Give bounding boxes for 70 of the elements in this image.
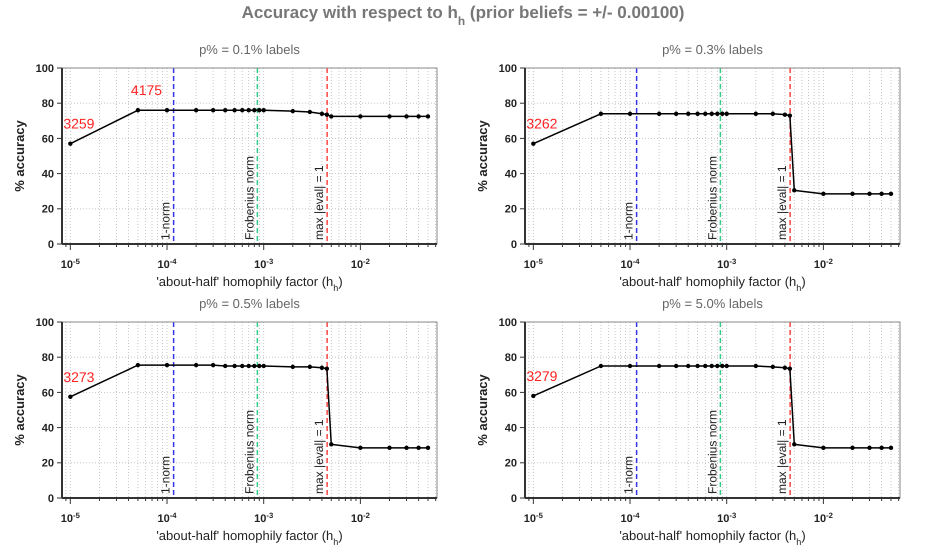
chart-subtitle: p% = 0.5% labels: [199, 296, 300, 311]
y-tick-label: 80: [504, 98, 517, 110]
y-axis-title: % accuracy: [12, 119, 27, 192]
ref-line-label: 1-norm: [158, 456, 173, 494]
x-tick-label: 10$^{-3}$: [717, 256, 736, 271]
ref-line-label: Frobenius norm: [242, 410, 256, 494]
y-tick-label: 60: [42, 387, 54, 400]
x-tick-label: 10$^{-2}$: [350, 256, 370, 271]
annotation: 3259: [63, 116, 95, 132]
ref-line-label: 1-norm: [622, 456, 636, 494]
y-tick-label: 100: [498, 316, 517, 329]
y-tick-label: 40: [504, 422, 517, 434]
y-tick-label: 40: [42, 422, 54, 434]
y-tick-label: 20: [42, 458, 54, 470]
ref-line-label: Frobenius norm: [705, 410, 720, 494]
ref-line-label: Frobenius norm: [242, 156, 256, 240]
x-axis-title: 'about-half' homophily factor (h$_{h}$): [619, 274, 806, 293]
ref-line-label: 1-norm: [622, 202, 636, 240]
x-tick-label: 10$^{-4}$: [157, 256, 178, 271]
x-tick-label: 10$^{-5}$: [524, 256, 544, 271]
annotation: 3279: [526, 368, 558, 384]
y-axis-title: % accuracy: [475, 119, 490, 192]
y-tick-label: 0: [510, 238, 517, 251]
chart-subtitle: p% = 0.3% labels: [662, 42, 764, 57]
x-tick-label: 10$^{-4}$: [620, 256, 640, 271]
x-tick-label: 10$^{-3}$: [717, 510, 736, 525]
x-axis-title: 'about-half' homophily factor (h$_{h}$): [156, 274, 343, 293]
annotation: 3273: [63, 368, 95, 385]
x-axis-title: 'about-half' homophily factor (h$_{h}$): [619, 528, 806, 547]
x-tick-label: 10$^{-3}$: [254, 256, 274, 271]
ref-line-label: Frobenius norm: [705, 156, 720, 240]
y-tick-label: 40: [42, 168, 54, 180]
x-tick-label: 10$^{-2}$: [814, 510, 833, 525]
y-tick-label: 20: [42, 204, 54, 216]
annotation: max |eval| = 1: [775, 165, 790, 240]
x-tick-label: 10$^{-5}$: [60, 256, 81, 271]
y-tick-label: 20: [504, 458, 517, 470]
annotation: max |eval| = 1: [775, 419, 790, 494]
y-tick-label: 100: [498, 62, 517, 75]
y-tick-label: 60: [504, 133, 517, 146]
annotation: 4175: [130, 82, 162, 98]
x-tick-label: 10$^{-5}$: [60, 510, 81, 525]
y-tick-label: 20: [504, 204, 517, 216]
y-tick-label: 100: [36, 62, 54, 75]
x-axis-title: 'about-half' homophily factor (h$_{h}$): [156, 528, 343, 547]
x-tick-label: 10$^{-4}$: [157, 510, 178, 525]
annotation: 3262: [526, 116, 558, 132]
y-tick-label: 60: [42, 133, 54, 146]
chart-title: Accuracy with respect to h$_{h}$ (prior beliefs = +/- 0.00100): [242, 3, 684, 28]
y-tick-label: 80: [504, 352, 517, 364]
x-tick-label: 10$^{-2}$: [814, 256, 833, 271]
x-tick-label: 10$^{-4}$: [620, 510, 640, 525]
y-tick-label: 40: [504, 168, 517, 180]
annotation: max |eval| = 1: [312, 419, 326, 494]
x-tick-label: 10$^{-2}$: [350, 510, 370, 525]
chart-subtitle: p% = 0.1% labels: [199, 42, 300, 57]
y-tick-label: 100: [36, 316, 54, 329]
y-tick-label: 0: [48, 492, 54, 505]
y-tick-label: 80: [42, 98, 54, 110]
y-axis-title: % accuracy: [475, 373, 490, 446]
chart-subtitle: p% = 5.0% labels: [662, 296, 764, 311]
x-tick-label: 10$^{-3}$: [254, 510, 274, 525]
y-axis-title: % accuracy: [12, 373, 27, 446]
y-tick-label: 60: [504, 387, 517, 400]
ref-line-label: 1-norm: [158, 202, 173, 240]
x-tick-label: 10$^{-5}$: [524, 510, 544, 525]
y-tick-label: 80: [42, 352, 54, 364]
annotation: max |eval| = 1: [312, 165, 326, 240]
y-tick-label: 0: [48, 238, 54, 251]
y-tick-label: 0: [510, 492, 517, 505]
